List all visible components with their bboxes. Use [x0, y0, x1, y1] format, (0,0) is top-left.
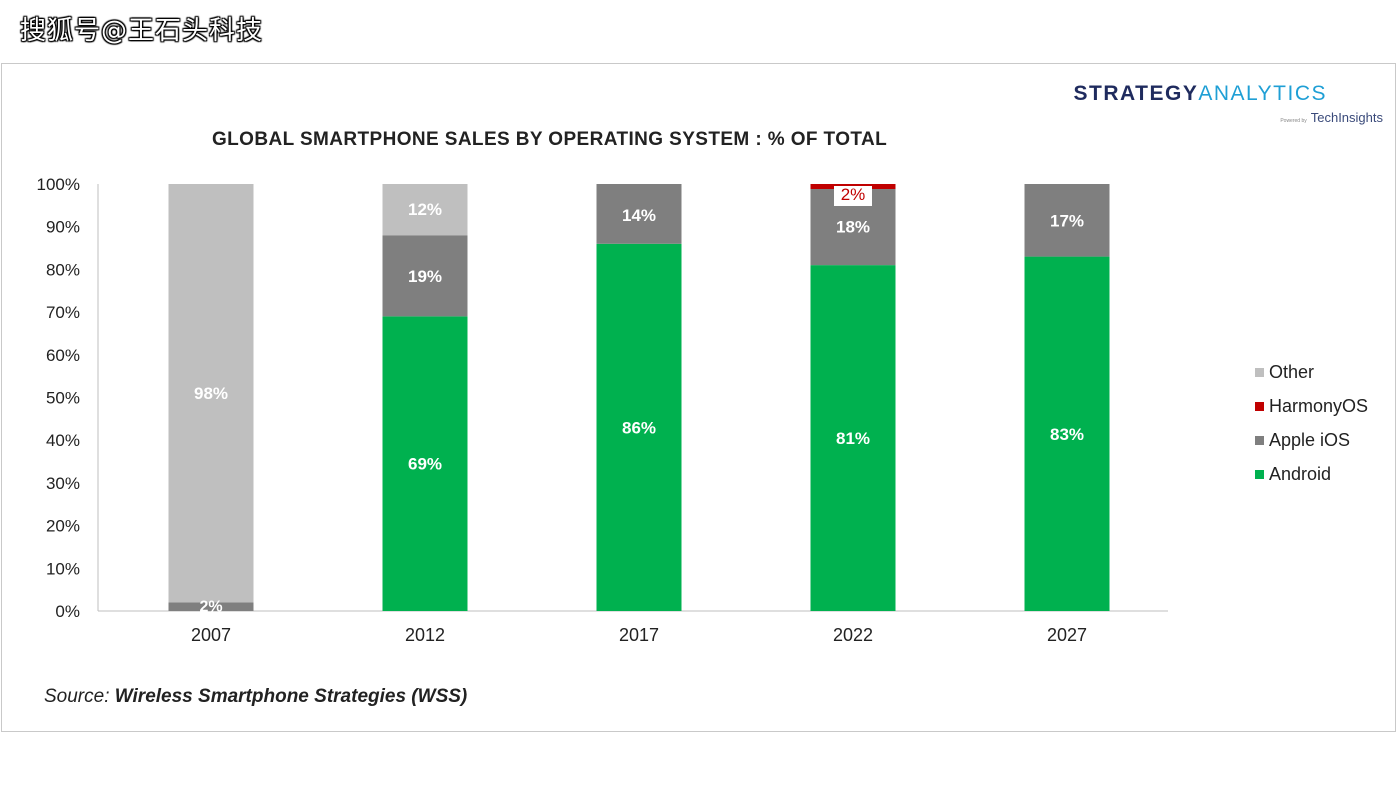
legend-item: Android	[1255, 457, 1368, 491]
data-label: 2%	[199, 598, 222, 615]
brand-logo: STRATEGYANALYTICS	[1074, 82, 1327, 106]
legend-swatch	[1255, 367, 1264, 377]
source-text: Wireless Smartphone Strategies (WSS)	[114, 686, 468, 707]
y-tick-label: 50%	[46, 389, 80, 408]
brand-sub: Powered by TechInsights	[1280, 110, 1383, 125]
bar-segment-android	[382, 316, 468, 611]
chart-title: GLOBAL SMARTPHONE SALES BY OPERATING SYS…	[212, 129, 888, 150]
bar-segment-apple-ios	[596, 184, 682, 244]
source-label: Source:	[44, 686, 110, 707]
legend-swatch	[1255, 469, 1264, 479]
bar-segment-apple-ios	[382, 235, 468, 317]
y-tick-label: 80%	[46, 260, 80, 279]
data-label: 17%	[1050, 211, 1084, 230]
data-label-box	[834, 186, 872, 206]
data-label: 86%	[622, 418, 656, 437]
x-tick-label: 2007	[191, 625, 231, 645]
data-label: 12%	[408, 200, 442, 219]
y-tick-label: 90%	[46, 218, 80, 237]
data-label: 98%	[194, 384, 228, 403]
brand-techinsights: TechInsights	[1310, 110, 1383, 125]
y-tick-label: 0%	[55, 602, 80, 621]
bar-segment-other	[382, 184, 468, 236]
bar-segment-android	[1024, 256, 1110, 611]
x-tick-label: 2027	[1047, 625, 1087, 645]
legend-item: Other	[1255, 355, 1368, 389]
legend-swatch	[1255, 401, 1264, 411]
chart-legend: Other HarmonyOS Apple iOS Android	[1255, 355, 1368, 491]
legend-label: Apple iOS	[1269, 429, 1351, 450]
brand-name-part2: ANALYTICS	[1198, 82, 1327, 105]
legend-label: Other	[1269, 361, 1315, 382]
brand-name-part1: STRATEGY	[1073, 82, 1199, 105]
watermark: 搜狐号@王石头科技	[20, 16, 264, 46]
data-label: 14%	[622, 206, 656, 225]
bar-segment-other	[168, 184, 254, 603]
bar-segment-apple-ios	[1024, 184, 1110, 257]
data-label: 18%	[836, 218, 870, 237]
y-tick-label: 20%	[46, 517, 80, 536]
y-tick-label: 10%	[46, 559, 80, 578]
data-label: 83%	[1050, 425, 1084, 444]
legend-swatch	[1255, 435, 1264, 445]
y-tick-label: 100%	[37, 175, 80, 194]
x-tick-label: 2012	[405, 625, 445, 645]
bar-segment-android	[596, 243, 682, 611]
bar-segment-apple-ios	[168, 602, 254, 611]
legend-item: Apple iOS	[1255, 423, 1368, 457]
legend-item: HarmonyOS	[1255, 389, 1368, 423]
y-tick-label: 40%	[46, 431, 80, 450]
legend-label: HarmonyOS	[1269, 395, 1369, 416]
legend-label: Android	[1269, 463, 1332, 484]
x-tick-label: 2022	[833, 625, 873, 645]
data-label: 19%	[408, 267, 442, 286]
y-tick-label: 70%	[46, 303, 80, 322]
x-tick-label: 2017	[619, 625, 659, 645]
data-label: 2%	[841, 185, 866, 204]
source-note: Source: Wireless Smartphone Strategies (…	[44, 686, 467, 708]
data-label: 69%	[408, 455, 442, 474]
data-label: 81%	[836, 429, 870, 448]
brand-powered-by: Powered by	[1280, 118, 1307, 124]
y-tick-label: 60%	[46, 346, 80, 365]
y-tick-label: 30%	[46, 474, 80, 493]
bar-segment-android	[810, 265, 896, 611]
